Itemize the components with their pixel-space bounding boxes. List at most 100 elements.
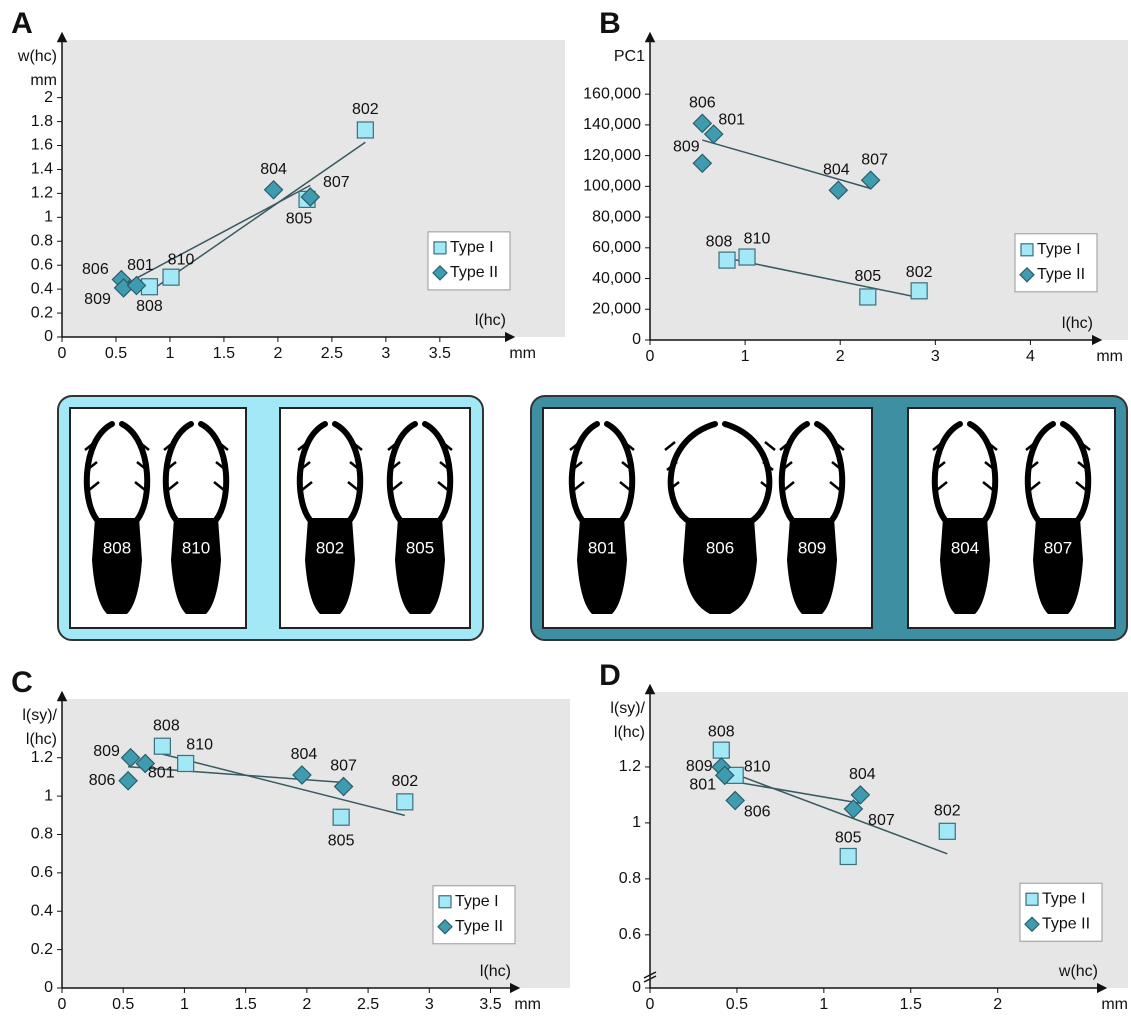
specimen-label: 805 (406, 538, 434, 557)
specimen-tooth (389, 461, 401, 471)
data-point (843, 799, 864, 819)
y-tick-label: 0.8 (31, 826, 53, 843)
legend-symbol (433, 241, 447, 255)
specimen-tooth (441, 441, 453, 451)
specimen-tooth (986, 441, 998, 451)
specimen-tooth (666, 461, 678, 471)
specimen-tooth (664, 441, 676, 451)
point-label: 809 (686, 758, 713, 775)
specimen-tooth (760, 481, 772, 491)
data-point (292, 765, 312, 785)
specimen-mandible (814, 421, 846, 525)
point-label: 805 (854, 268, 881, 285)
specimen-tooth (391, 481, 403, 491)
x-tick-label: 0 (646, 348, 655, 365)
specimen-tooth (764, 441, 776, 451)
specimen-tooth (167, 481, 179, 491)
y-tick-label: 1 (44, 209, 53, 226)
x-tick-label: 0.5 (105, 345, 127, 362)
point-label: 810 (744, 759, 771, 776)
x-axis-label: l(hc) (475, 312, 506, 329)
point-label: 802 (391, 773, 418, 790)
specimen-body (92, 518, 142, 614)
specimen-tooth (569, 441, 581, 451)
specimen-tooth (136, 461, 148, 471)
point-label: 807 (330, 758, 357, 775)
specimen-mandible (931, 421, 963, 525)
y-tick-label: 20,000 (592, 300, 641, 317)
y-tick-label: 160,000 (583, 85, 641, 102)
data-point (692, 153, 713, 174)
point-label: 810 (744, 230, 771, 247)
data-point (714, 765, 735, 786)
specimen-label: 806 (706, 538, 734, 557)
specimen-body (395, 518, 445, 614)
panel-letter: C (11, 666, 33, 699)
x-tick-label: 0 (58, 345, 67, 362)
data-point (120, 747, 141, 768)
y-tick-label: 1.6 (31, 137, 53, 154)
legend-label: Type I (455, 893, 499, 910)
point-label: 804 (849, 766, 876, 783)
specimen-label: 804 (951, 538, 979, 557)
y-axis-label: l(sy)/ (22, 707, 57, 724)
data-point (162, 268, 180, 286)
data-point (135, 753, 156, 774)
specimen-tooth (163, 441, 175, 451)
y-tick-label: 0.8 (31, 232, 53, 249)
y-tick-label: 0.6 (619, 926, 641, 943)
x-tick-label: 0.5 (726, 996, 748, 1013)
legend-label: Type II (455, 918, 503, 935)
specimen-tooth (571, 461, 583, 471)
legend-label: Type I (1042, 890, 1086, 907)
y-axis-label: l(hc) (614, 724, 645, 741)
point-label: 801 (127, 257, 154, 274)
point-label: 808 (136, 298, 163, 315)
y-tick-label: 40,000 (592, 270, 641, 287)
specimen-tooth (1079, 441, 1091, 451)
specimen-mandible (332, 421, 364, 525)
specimen-tooth (621, 461, 633, 471)
legend-symbol (1024, 916, 1040, 933)
legend-symbol (437, 918, 453, 935)
x-tick-label: 3 (381, 345, 390, 362)
specimen-tooth (573, 481, 585, 491)
specimen-tooth (932, 441, 944, 451)
y-tick-label: 60,000 (592, 239, 641, 256)
x-axis-unit: mm (514, 996, 541, 1013)
y-tick-label: 0.6 (31, 864, 53, 881)
plot-background (650, 40, 1128, 340)
data-point (263, 179, 284, 200)
point-label: 810 (186, 737, 213, 754)
point-label: 805 (835, 830, 862, 847)
specimen-tooth (1025, 441, 1037, 451)
specimen-tooth (297, 441, 309, 451)
specimen-label: 807 (1044, 538, 1072, 557)
legend-symbol (1019, 266, 1035, 283)
point-label: 806 (744, 804, 771, 821)
specimen-mandible (667, 421, 718, 525)
specimen-tooth (934, 461, 946, 471)
data-point (692, 113, 713, 134)
specimen-tooth (349, 461, 361, 471)
y-tick-label: 100,000 (583, 178, 641, 195)
y-tick-label: 80,000 (592, 208, 641, 225)
specimen-mandible (1024, 421, 1056, 525)
specimen-tooth (936, 481, 948, 491)
x-axis-unit: mm (1096, 348, 1123, 365)
x-tick-label: 1 (741, 348, 750, 365)
y-tick-label: 1.2 (31, 749, 53, 766)
specimen-tooth (301, 481, 313, 491)
data-point (356, 121, 374, 139)
y-tick-label: 120,000 (583, 147, 641, 164)
y-tick-label: 1.2 (619, 758, 641, 775)
specimen-label: 810 (182, 538, 210, 557)
x-tick-label: 1.5 (900, 996, 922, 1013)
specimen-label: 801 (588, 538, 616, 557)
specimen-mandible (296, 421, 328, 525)
y-tick-label: 0.2 (31, 941, 53, 958)
trend-line (121, 184, 311, 287)
specimen-tooth (1029, 481, 1041, 491)
y-tick-label: 1.8 (31, 113, 53, 130)
data-point (860, 170, 881, 191)
